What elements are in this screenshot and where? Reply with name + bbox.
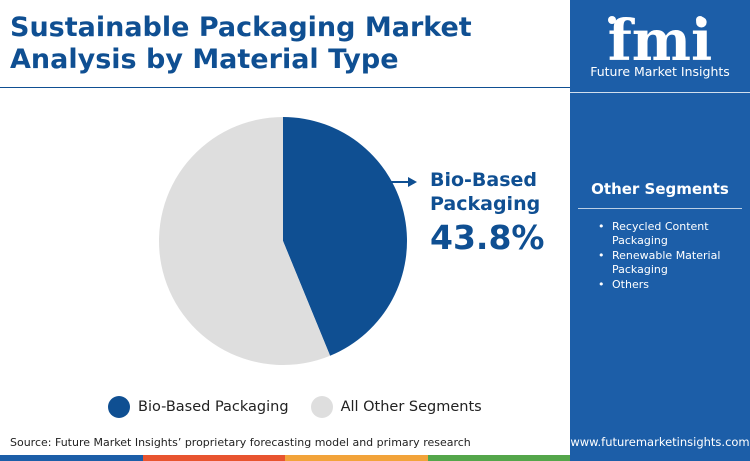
chart-legend: Bio-Based Packaging All Other Segments <box>108 396 504 418</box>
fmi-logo: fmi <box>608 10 713 74</box>
bottom-bar-segment <box>0 455 143 461</box>
legend-label-bio-based: Bio-Based Packaging <box>138 399 289 415</box>
title-line-1: Sustainable Packaging Market <box>10 12 472 43</box>
title-line-2: Analysis by Material Type <box>10 44 399 75</box>
list-item: Recycled Content Packaging <box>598 220 746 248</box>
callout-label-line-1: Bio-Based <box>430 169 538 191</box>
sidebar: fmi Future Market Insights Other Segment… <box>570 0 750 461</box>
bottom-color-bar <box>0 455 570 461</box>
bottom-bar-segment <box>285 455 428 461</box>
other-segments-list: Recycled Content Packaging Renewable Mat… <box>598 220 746 293</box>
legend-label-other-segments: All Other Segments <box>340 399 482 415</box>
pie-chart <box>159 117 407 366</box>
page-title: Sustainable Packaging Market Analysis by… <box>10 12 550 76</box>
legend-item-other-segments: All Other Segments <box>310 396 482 418</box>
logo-tagline: Future Market Insights <box>590 64 730 79</box>
other-segments-title: Other Segments <box>591 180 729 198</box>
pie-slice-all-other-segments <box>159 117 331 366</box>
title-divider <box>0 87 570 88</box>
callout-percentage: 43.8% <box>430 218 545 257</box>
source-note: Source: Future Market Insights’ propriet… <box>10 436 471 449</box>
legend-swatch-bio-based <box>108 396 130 418</box>
legend-swatch-other-segments <box>310 396 333 418</box>
logo-wordmark: fmi <box>608 10 713 74</box>
legend-item-bio-based: Bio-Based Packaging <box>108 396 289 418</box>
website-link[interactable]: www.futuremarketinsights.com <box>570 435 750 449</box>
list-item: Renewable Material Packaging <box>598 249 746 277</box>
sidebar-divider <box>570 92 750 93</box>
pie-callout: Bio-Based Packaging 43.8% <box>384 168 545 258</box>
callout-arrow-icon <box>384 177 417 187</box>
bottom-bar-segment <box>427 455 570 461</box>
bottom-bar-segment <box>142 455 285 461</box>
callout-label-line-2: Packaging <box>430 193 541 215</box>
pie-slice-bio-based-packaging <box>283 117 407 356</box>
other-segments-divider <box>578 208 742 209</box>
list-item: Others <box>598 278 746 292</box>
